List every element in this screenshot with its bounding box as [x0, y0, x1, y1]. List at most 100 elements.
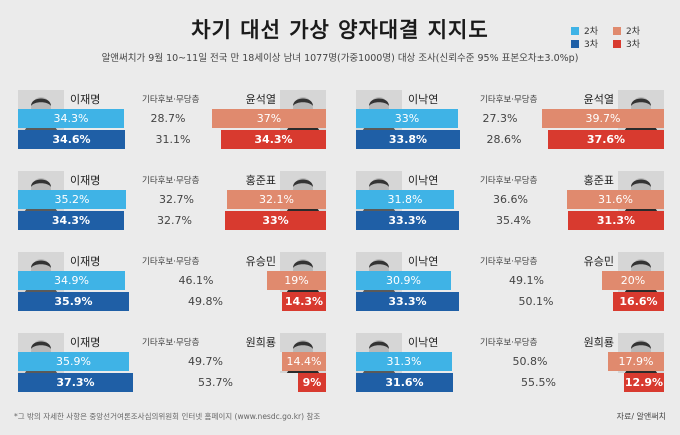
bar-row-2차: 30.9% 49.1% 20%	[356, 271, 664, 290]
matchup-panel: 이낙연 기타후보·무당층 유승민 30.9% 49.1% 20% 33.3% 50.1% 16.…	[356, 252, 664, 314]
data-label: 30.9%	[386, 274, 421, 287]
right-candidate-name: 홍준표	[245, 174, 276, 187]
left-candidate-bar: 34.9%	[18, 271, 125, 290]
right-candidate-name: 유승민	[583, 255, 614, 268]
data-label: 19%	[284, 274, 309, 287]
data-label: 31.6%	[598, 193, 633, 206]
right-candidate-bar: 39.7%	[542, 109, 664, 128]
bar-row-2차: 35.9% 49.7% 14.4%	[18, 352, 326, 371]
chart-title: 차기 대선 가상 양자대결 지지도	[191, 18, 489, 42]
bar-row-3차: 37.3% 53.7% 9%	[18, 373, 326, 392]
legend-item-left-2: 2차	[571, 24, 598, 37]
matchup-panel: 이낙연 기타후보·무당층 원희룡 31.3% 50.8% 17.9% 31.6% 55.5% 1…	[356, 333, 664, 395]
data-label: 33%	[394, 112, 420, 125]
legend-label-right-2: 2차	[626, 27, 641, 37]
data-label: 39.7%	[585, 112, 621, 125]
right-candidate-bar: 31.3%	[568, 211, 664, 230]
matchup-panel: 이낙연 기타후보·무당층 윤석열 33% 27.3% 39.7% 33.8% 28.6% 37.…	[356, 90, 664, 152]
legend-label-left-3: 3차	[584, 40, 599, 50]
data-label: 36.6%	[493, 193, 528, 206]
left-candidate-bar: 35.9%	[18, 352, 129, 371]
legend-item-right-3: 3차	[613, 37, 640, 50]
right-candidate-name: 유승민	[245, 255, 276, 268]
legend-swatch-left-3	[571, 39, 579, 48]
data-label: 33%	[262, 214, 289, 227]
bar-row-2차: 31.3% 50.8% 17.9%	[356, 352, 664, 371]
undecided-bar: 49.8%	[129, 292, 282, 311]
right-candidate-bar: 34.3%	[221, 130, 326, 149]
data-label: 50.1%	[518, 295, 554, 308]
right-candidate-bar: 9%	[298, 373, 326, 392]
data-label: 12.9%	[624, 376, 664, 389]
right-candidate-bar: 31.6%	[567, 190, 664, 209]
undecided-bar: 35.4%	[459, 211, 568, 230]
data-label: 34.9%	[54, 274, 89, 287]
data-label: 34.3%	[51, 214, 91, 227]
data-label: 50.8%	[512, 355, 548, 368]
left-candidate-bar: 31.3%	[356, 352, 452, 371]
undecided-bar: 53.7%	[133, 373, 298, 392]
left-candidate-bar: 33.8%	[356, 130, 460, 149]
data-label: 55.5%	[521, 376, 556, 389]
left-candidate-bar: 31.8%	[356, 190, 454, 209]
right-candidate-bar: 14.4%	[282, 352, 326, 371]
data-label: 20%	[620, 274, 646, 287]
left-candidate-bar: 34.6%	[18, 130, 125, 149]
bar-row-2차: 31.8% 36.6% 31.6%	[356, 190, 664, 209]
left-candidate-name: 이재명	[70, 255, 101, 268]
data-label: 53.7%	[198, 376, 233, 389]
right-candidate-bar: 16.6%	[613, 292, 664, 311]
left-candidate-bar: 31.6%	[356, 373, 453, 392]
left-candidate-bar: 33.3%	[356, 292, 459, 311]
left-candidate-bar: 34.3%	[18, 211, 124, 230]
data-label: 37.3%	[56, 376, 95, 389]
matchup-panel: 이재명 기타후보·무당층 유승민 34.9% 46.1% 19% 35.9% 49.8% 14.…	[18, 252, 326, 314]
data-label: 31.1%	[155, 133, 191, 146]
data-label: 33.8%	[388, 133, 428, 146]
data-label: 49.8%	[188, 295, 223, 308]
bar-row-2차: 34.9% 46.1% 19%	[18, 271, 326, 290]
right-candidate-bar: 14.3%	[282, 292, 326, 311]
left-candidate-bar: 33.3%	[356, 211, 459, 230]
data-label: 31.3%	[596, 214, 636, 227]
right-candidate-bar: 12.9%	[624, 373, 664, 392]
right-candidate-name: 윤석열	[583, 93, 614, 106]
data-label: 49.1%	[509, 274, 544, 287]
right-candidate-bar: 37.6%	[548, 130, 664, 149]
middle-category-label: 기타후보·무당층	[480, 338, 538, 348]
right-candidate-name: 원희룡	[245, 336, 276, 349]
data-label: 14.3%	[284, 295, 324, 308]
middle-category-label: 기타후보·무당층	[142, 95, 200, 105]
undecided-bar: 31.1%	[125, 130, 221, 149]
data-label: 28.7%	[150, 112, 186, 125]
middle-category-label: 기타후보·무당층	[142, 338, 200, 348]
data-label: 35.2%	[54, 193, 90, 206]
legend-swatch-right-2	[613, 26, 621, 35]
left-candidate-bar: 35.9%	[18, 292, 129, 311]
undecided-bar: 28.6%	[460, 130, 548, 149]
legend-swatch-left-2	[571, 26, 579, 35]
right-candidate-bar: 37%	[212, 109, 326, 128]
bar-row-3차: 33.3% 35.4% 31.3%	[356, 211, 664, 230]
data-label: 33.3%	[388, 295, 427, 308]
left-candidate-bar: 33%	[356, 109, 458, 128]
bar-row-2차: 33% 27.3% 39.7%	[356, 109, 664, 128]
bar-row-2차: 35.2% 32.7% 32.1%	[18, 190, 326, 209]
left-candidate-name: 이낙연	[408, 255, 439, 268]
left-candidate-name: 이낙연	[408, 93, 439, 106]
middle-category-label: 기타후보·무당층	[142, 257, 200, 267]
undecided-bar: 46.1%	[125, 271, 267, 290]
legend-left: 2차 3차	[571, 24, 598, 50]
right-candidate-name: 윤석열	[245, 93, 276, 106]
undecided-bar: 50.8%	[452, 352, 608, 371]
left-candidate-name: 이재명	[70, 336, 101, 349]
middle-category-label: 기타후보·무당층	[142, 176, 200, 186]
undecided-bar: 36.6%	[454, 190, 567, 209]
undecided-bar: 27.3%	[458, 109, 542, 128]
source-credit: 자료/ 알앤써치	[616, 412, 666, 421]
matchup-panel: 이재명 기타후보·무당층 윤석열 34.3% 28.7% 37% 34.6% 31.1% 34.…	[18, 90, 326, 152]
undecided-bar: 32.7%	[126, 190, 227, 209]
data-label: 37%	[256, 112, 282, 125]
data-label: 34.3%	[254, 133, 293, 146]
